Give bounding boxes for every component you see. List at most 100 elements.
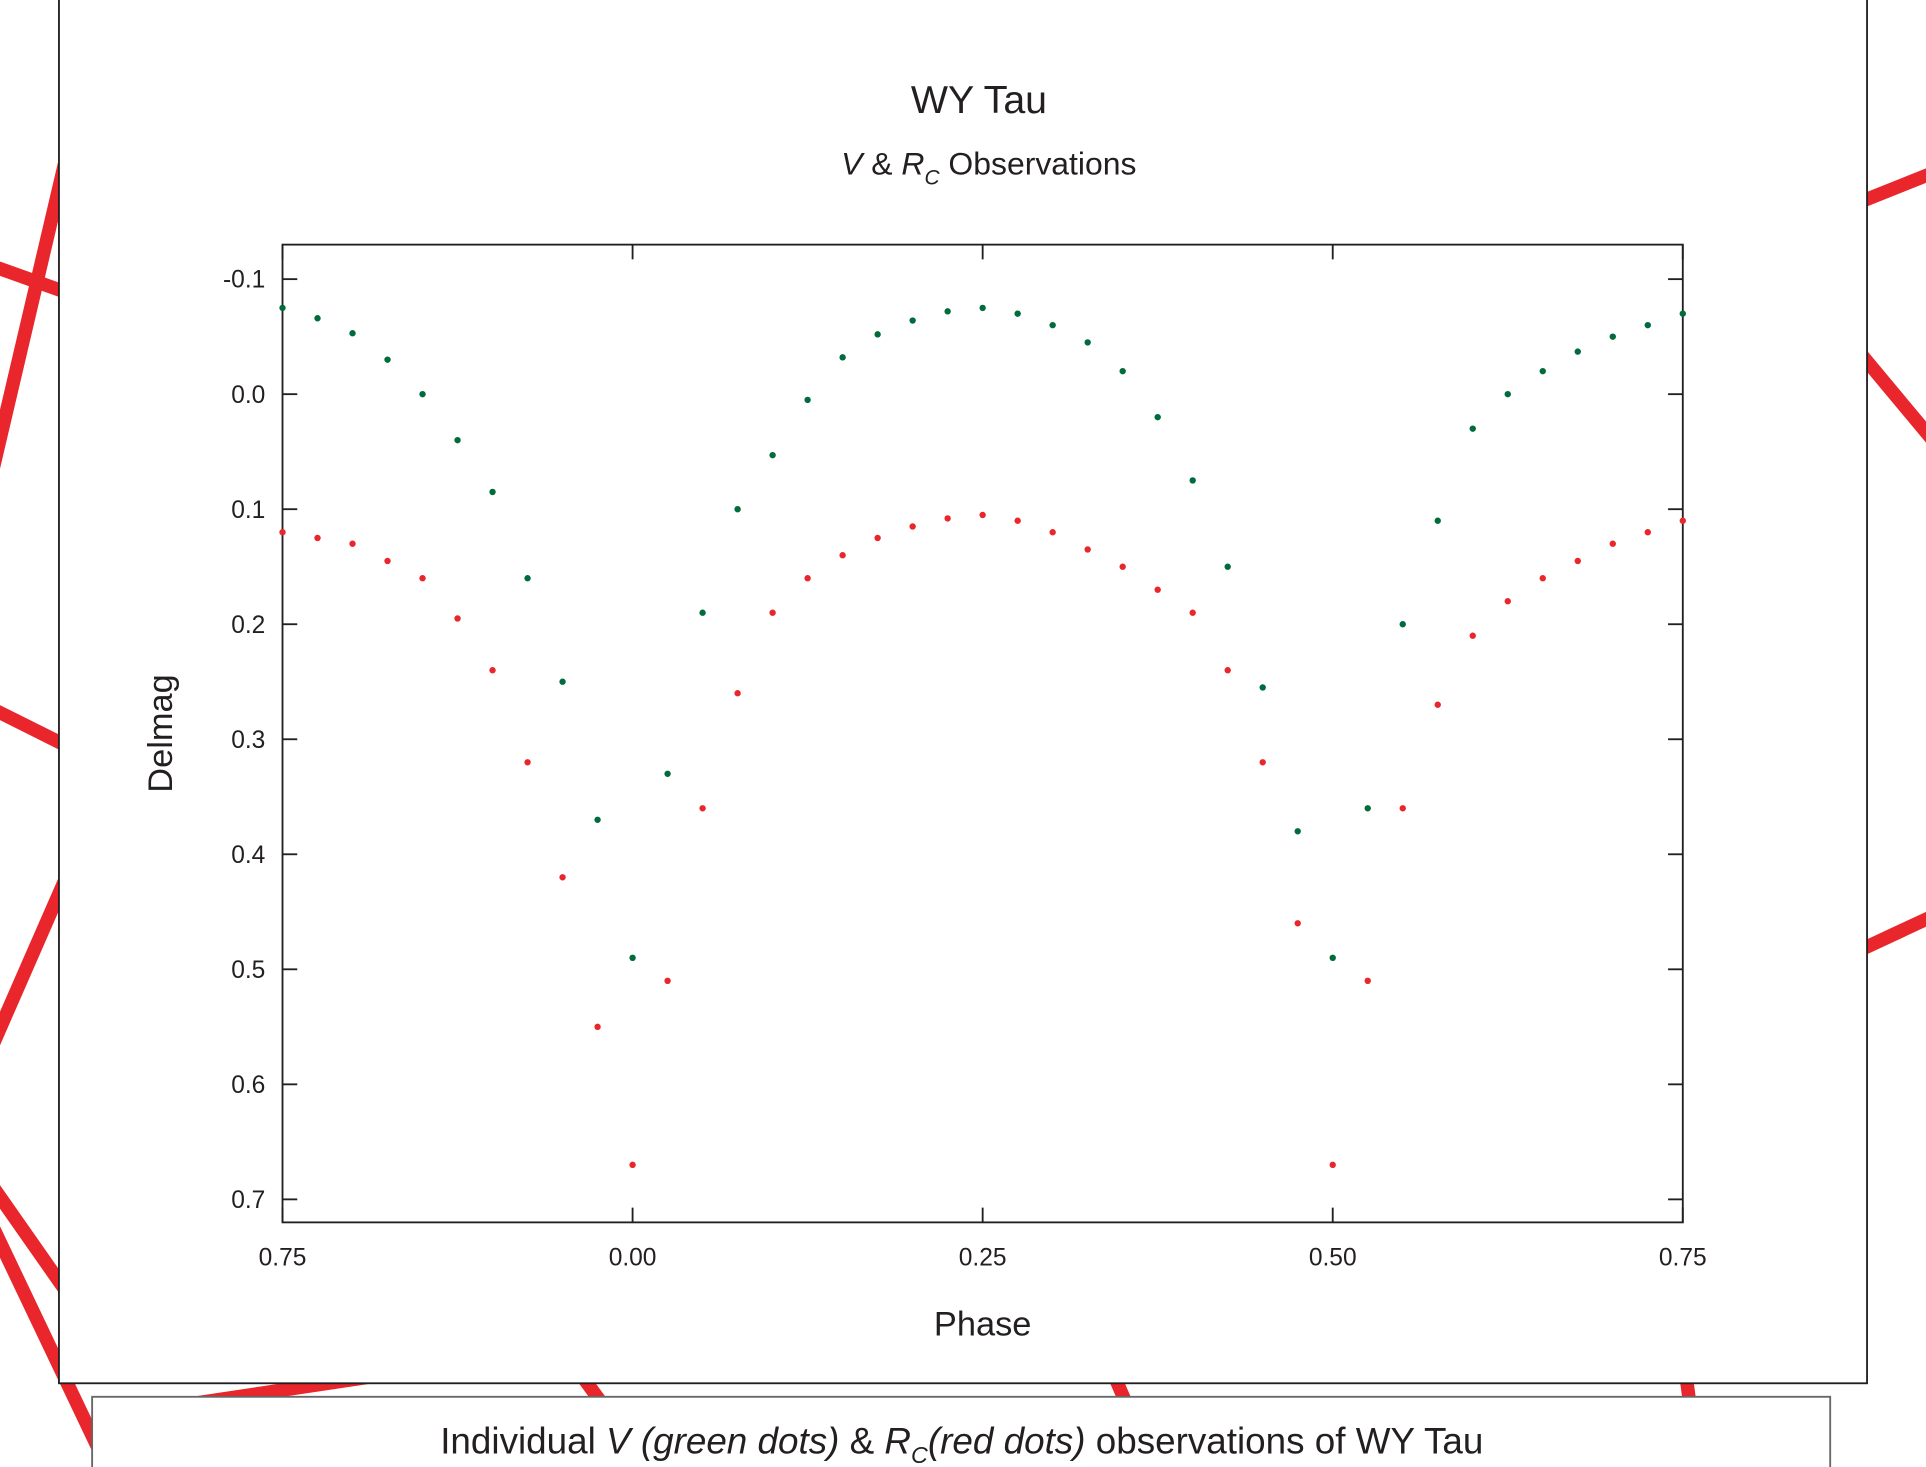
caption-part: V (green dots) bbox=[606, 1420, 839, 1461]
data-point bbox=[1189, 609, 1196, 616]
data-point bbox=[1679, 310, 1686, 317]
data-point bbox=[1119, 563, 1126, 570]
data-point bbox=[769, 609, 776, 616]
chart-subtitle: V & RC Observations bbox=[841, 146, 1136, 190]
data-point bbox=[1504, 390, 1511, 398]
data-point bbox=[349, 540, 356, 547]
data-point bbox=[594, 1023, 601, 1031]
subtitle-part: & bbox=[862, 146, 901, 182]
plot-area: -0.1 0.0 0.1 0.2 0.3 0.4 0.5 0.6 0.7 0.75 0.00 0.25… bbox=[223, 243, 1707, 1271]
data-point bbox=[1539, 575, 1546, 582]
data-point bbox=[1154, 413, 1161, 421]
data-point bbox=[979, 304, 986, 312]
y-tick-label: 0.2 bbox=[231, 612, 265, 639]
x-tick-label: 0.75 bbox=[1659, 1244, 1707, 1271]
data-point bbox=[1399, 805, 1406, 812]
y-tick-label: -0.1 bbox=[223, 267, 265, 294]
data-point bbox=[384, 356, 391, 363]
data-point bbox=[1364, 805, 1371, 812]
data-point bbox=[1434, 701, 1441, 708]
data-point bbox=[1259, 684, 1266, 691]
y-tick-label: 0.0 bbox=[231, 382, 265, 409]
data-point bbox=[839, 552, 846, 559]
data-point bbox=[944, 308, 951, 315]
data-point bbox=[804, 575, 811, 582]
data-point bbox=[1434, 517, 1441, 524]
data-point bbox=[629, 1161, 636, 1169]
data-point bbox=[1469, 425, 1476, 432]
data-point bbox=[524, 759, 531, 766]
data-point bbox=[489, 488, 496, 496]
data-point bbox=[1504, 598, 1511, 605]
data-point bbox=[1224, 563, 1231, 570]
data-point bbox=[1084, 546, 1091, 553]
caption-part: R bbox=[884, 1420, 911, 1461]
caption-part: Individual bbox=[440, 1420, 606, 1461]
data-point bbox=[1574, 348, 1581, 355]
x-tick-label: 0.00 bbox=[609, 1244, 657, 1271]
data-point bbox=[1224, 667, 1231, 674]
data-point bbox=[629, 954, 636, 961]
data-point bbox=[1644, 321, 1651, 329]
y-tick-label: 0.3 bbox=[231, 727, 265, 754]
data-point bbox=[1014, 310, 1021, 317]
data-point bbox=[874, 534, 881, 542]
chart-frame bbox=[58, 0, 1868, 1385]
data-point bbox=[559, 678, 566, 685]
y-tick-label: 0.6 bbox=[231, 1072, 265, 1099]
data-point bbox=[524, 575, 531, 582]
data-point bbox=[1329, 1161, 1336, 1169]
data-point bbox=[699, 805, 706, 812]
data-point bbox=[1049, 321, 1056, 329]
y-axis-label: Delmag bbox=[142, 674, 180, 792]
data-point bbox=[1609, 333, 1616, 340]
x-tick-label: 0.75 bbox=[259, 1244, 307, 1271]
subtitle-subscript: C bbox=[924, 166, 940, 189]
y-tick-label: 0.4 bbox=[231, 842, 265, 869]
data-point bbox=[664, 770, 671, 777]
y-tick-label: 0.1 bbox=[231, 497, 265, 524]
data-point bbox=[349, 330, 356, 337]
data-point bbox=[909, 317, 916, 324]
data-point bbox=[1259, 759, 1266, 766]
data-point bbox=[279, 304, 286, 312]
data-point bbox=[279, 529, 286, 536]
data-point bbox=[489, 667, 496, 674]
data-point bbox=[1049, 529, 1056, 536]
chart-title: WY Tau bbox=[911, 78, 1047, 122]
data-point bbox=[419, 575, 426, 582]
data-point bbox=[664, 977, 671, 985]
data-point bbox=[454, 436, 461, 444]
data-point bbox=[699, 609, 706, 616]
data-point bbox=[1574, 557, 1581, 565]
x-axis-label: Phase bbox=[934, 1305, 1031, 1343]
caption-box bbox=[91, 1395, 1832, 1467]
data-point bbox=[559, 874, 566, 881]
y-tick-label: 0.5 bbox=[231, 957, 265, 984]
data-point bbox=[1609, 540, 1616, 547]
data-point bbox=[734, 690, 741, 697]
caption-part: (red dots) bbox=[928, 1420, 1086, 1461]
data-point bbox=[769, 451, 776, 459]
data-point bbox=[1469, 632, 1476, 639]
data-point bbox=[804, 396, 811, 404]
subtitle-part: R bbox=[901, 146, 924, 182]
data-point bbox=[1399, 621, 1406, 628]
data-point bbox=[839, 354, 846, 361]
data-point bbox=[1294, 920, 1301, 927]
data-point bbox=[314, 315, 321, 322]
data-point bbox=[1539, 367, 1546, 375]
data-point bbox=[314, 534, 321, 542]
y-tick-label: 0.7 bbox=[231, 1187, 265, 1214]
data-point bbox=[944, 515, 951, 522]
data-point bbox=[1679, 517, 1686, 524]
data-point bbox=[419, 390, 426, 398]
x-tick-label: 0.50 bbox=[1309, 1244, 1357, 1271]
data-point bbox=[1294, 828, 1301, 835]
data-point bbox=[874, 331, 881, 338]
caption-part: observations of WY Tau bbox=[1086, 1420, 1484, 1461]
data-point bbox=[1364, 977, 1371, 985]
data-point bbox=[1644, 529, 1651, 536]
